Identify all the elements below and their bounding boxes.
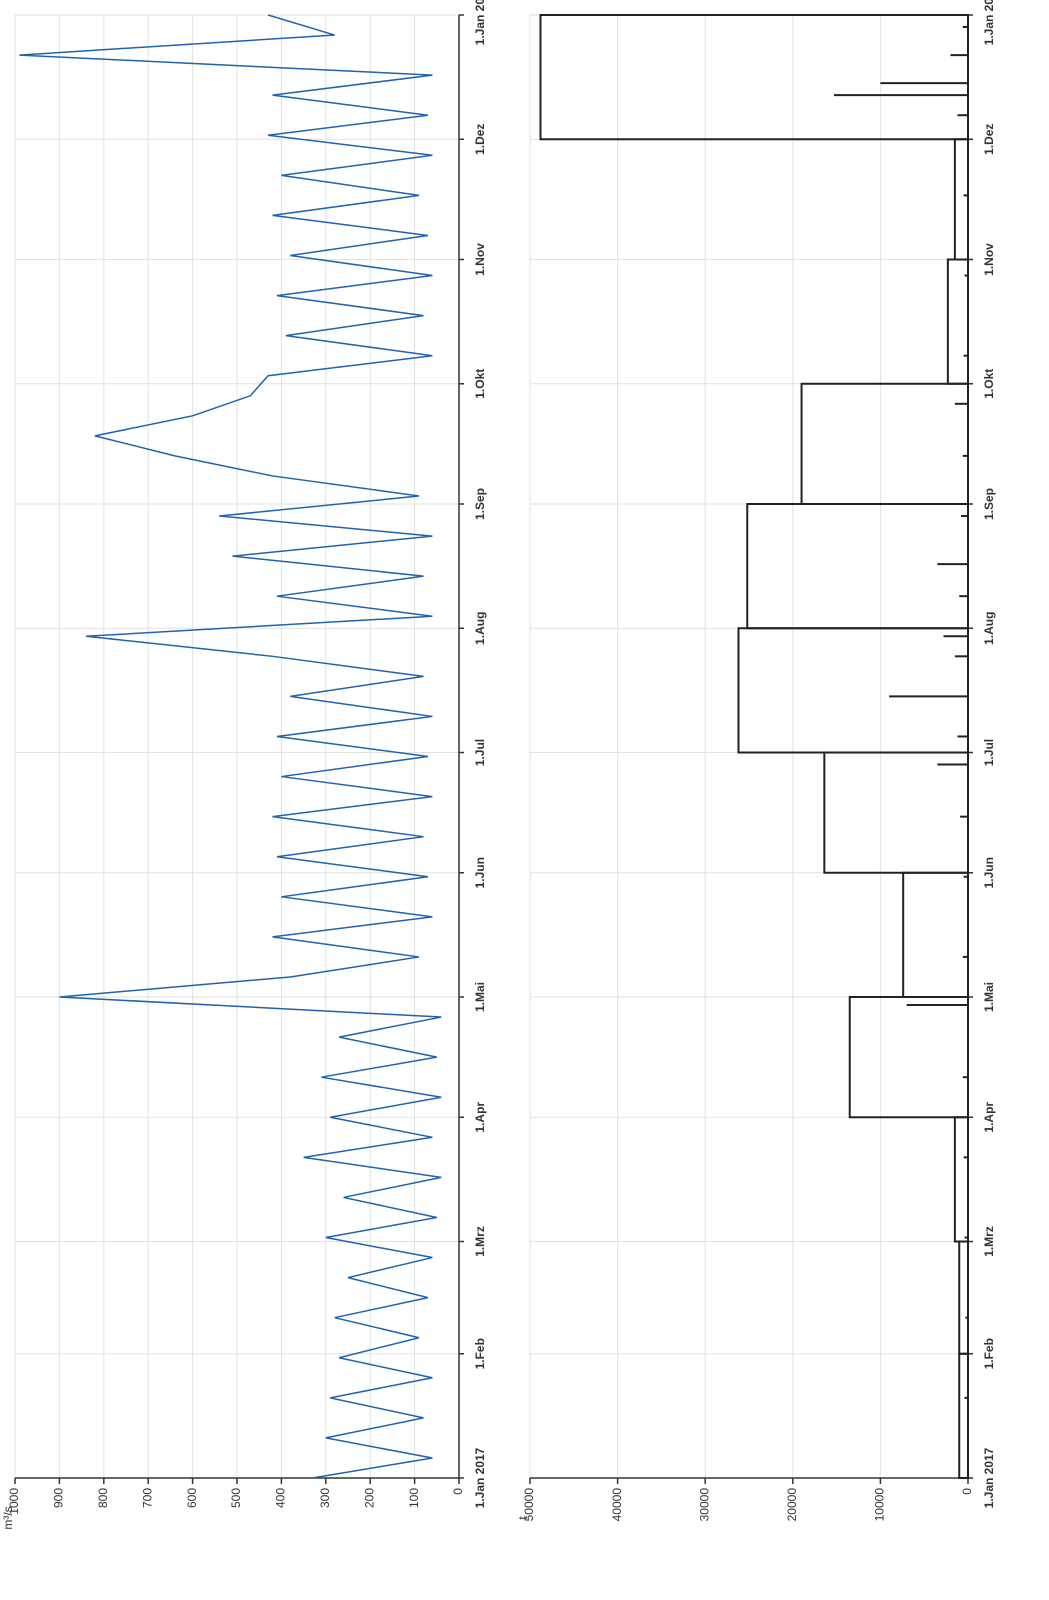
x-tick-label: 1.Okt <box>473 369 487 399</box>
rotated-frame: 1.Jan 2017 1.Feb 1.Mrz 1.Apr 1.Mai 1.Jun 1.Jul… <box>1 0 996 1530</box>
y-tick-label: 500 <box>229 1488 243 1508</box>
y-tick-label: 30000 <box>697 1488 711 1522</box>
x-tick-label: 1.Jan 2018 <box>982 0 996 45</box>
x-tick-label: 1.Dez <box>982 124 996 155</box>
y-tick-label: 700 <box>140 1488 154 1508</box>
x-tick-label: 1.Nov <box>982 243 996 276</box>
x-tick-label: 1.Dez <box>473 124 487 155</box>
y-axis-label: m³/s <box>1 1506 15 1529</box>
x-tick-label: 1.Nov <box>473 243 487 276</box>
y-tick-label: 300 <box>318 1488 332 1508</box>
x-tick-label: 1.Jun <box>982 857 996 888</box>
y-tick-label: 20000 <box>785 1488 799 1522</box>
y-tick-label: 1000 <box>7 1488 21 1515</box>
y-tick-label: 100 <box>407 1488 421 1508</box>
y-axis-label: t <box>516 1516 530 1520</box>
month-step <box>958 1352 969 1479</box>
y-tick-label: 0 <box>960 1488 974 1495</box>
y-tick-label: 0 <box>451 1488 465 1495</box>
x-tick-label: 1.Feb <box>982 1338 996 1369</box>
flow-line <box>19 14 442 1479</box>
x-tick-label: 1.Jul <box>982 739 996 766</box>
x-tick-label: 1.Jan 2017 <box>473 1447 487 1508</box>
x-tick-label: 1.Aug <box>473 612 487 645</box>
month-step <box>737 627 969 754</box>
y-tick-label: 800 <box>96 1488 110 1508</box>
y-tick-label: 400 <box>274 1488 288 1508</box>
month-step <box>953 1116 969 1243</box>
month-step <box>958 1240 969 1355</box>
y-tick-label: 900 <box>52 1488 66 1508</box>
x-tick-label: 1.Mai <box>982 982 996 1012</box>
x-tick-label: 1.Sep <box>982 488 996 520</box>
y-tick-label: 50000 <box>522 1488 536 1522</box>
x-tick-label: 1.Mai <box>473 982 487 1012</box>
y-tick-label: 600 <box>185 1488 199 1508</box>
month-step <box>800 382 969 506</box>
y-tick-label: 200 <box>362 1488 376 1508</box>
y-tick-label: 40000 <box>610 1488 624 1522</box>
x-tick-label: 1.Sep <box>473 488 487 520</box>
x-tick-label: 1.Aug <box>982 612 996 645</box>
month-step <box>902 871 970 999</box>
x-tick-label: 1.Jul <box>473 739 487 766</box>
x-tick-label: 1.Apr <box>982 1102 996 1133</box>
y-tick-label: 10000 <box>873 1488 887 1522</box>
x-tick-label: 1.Mrz <box>473 1226 487 1257</box>
month-step <box>946 258 969 385</box>
month-step <box>539 13 970 141</box>
x-tick-label: 1.Okt <box>982 369 996 399</box>
month-step <box>823 751 969 874</box>
x-tick-label: 1.Jan 2017 <box>982 1447 996 1508</box>
x-tick-label: 1.Feb <box>473 1338 487 1369</box>
x-tick-label: 1.Apr <box>473 1102 487 1133</box>
month-step <box>953 138 969 261</box>
x-tick-label: 1.Jun <box>473 857 487 888</box>
month-step <box>746 503 969 630</box>
x-tick-label: 1.Jan 2018 <box>473 0 487 45</box>
month-step <box>848 996 969 1119</box>
x-tick-label: 1.Mrz <box>982 1226 996 1257</box>
